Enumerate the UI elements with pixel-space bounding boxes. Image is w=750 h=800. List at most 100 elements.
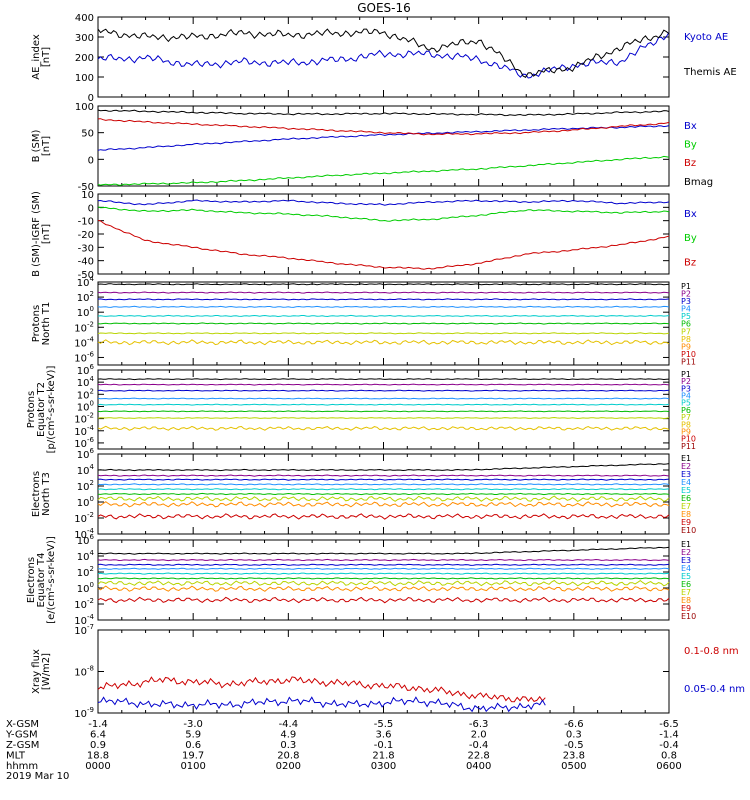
y-tick-label: 104: [77, 463, 95, 477]
y-tick-label: -40: [78, 257, 94, 268]
orbit-cell: 0.3: [566, 730, 582, 741]
legend-entry: P2: [681, 290, 691, 299]
plot-frame: [97, 539, 670, 621]
series-line: [97, 577, 670, 580]
orbit-cell: 23.8: [563, 751, 585, 762]
legend-entry: P7: [681, 413, 691, 422]
legend-entry: E6: [681, 580, 691, 589]
y-tick-label: 0: [88, 203, 94, 214]
y-axis-label: [W/m2]: [41, 653, 52, 690]
series-line: [97, 488, 670, 491]
legend-entry: E4: [681, 478, 691, 487]
series-line: [97, 219, 670, 270]
series-line: [97, 563, 670, 566]
series-line: [97, 155, 670, 186]
y-tick-label: -30: [78, 243, 94, 254]
y-tick-label: 104: [77, 375, 95, 389]
y-tick-label: 104: [77, 549, 95, 563]
plot-frame: [97, 629, 670, 714]
legend-entry: E10: [681, 612, 696, 621]
series-line: [97, 332, 670, 335]
orbit-row-label: MLT: [6, 751, 26, 762]
series-line: [97, 32, 670, 79]
legend-entry: P10: [681, 350, 696, 359]
legend-entry: By: [684, 140, 697, 151]
plot-frame: [97, 369, 670, 450]
y-axis-label: Electrons: [26, 557, 37, 603]
orbit-cell: 22.8: [468, 751, 490, 762]
series-line: [97, 291, 670, 294]
y-tick-label: 50: [81, 129, 94, 140]
y-tick-label: 10-2: [74, 597, 94, 611]
date-label: 2019 Mar 10: [6, 771, 69, 782]
orbit-cell: -5.5: [374, 719, 394, 730]
legend-entry: Bz: [684, 257, 696, 268]
orbit-cell: 0000: [85, 761, 110, 772]
y-tick-label: 102: [77, 479, 94, 493]
legend-entry: E1: [681, 454, 691, 463]
y-tick-label: 10-4: [74, 335, 94, 349]
y-tick-label: 0: [88, 155, 94, 166]
series-line: [97, 410, 670, 413]
orbit-cell: 2.0: [471, 730, 487, 741]
y-tick-label: 10-9: [74, 706, 94, 720]
legend-entry: E4: [681, 564, 691, 573]
y-tick-label: -20: [78, 230, 94, 241]
y-tick-label: -50: [78, 270, 94, 281]
y-tick-label: 104: [77, 275, 95, 289]
series-line: [97, 596, 670, 604]
y-axis-label: Equator T2: [36, 382, 47, 437]
legend-entry: 0.1-0.8 nm: [684, 646, 739, 657]
legend-entry: Bx: [684, 121, 697, 132]
series-line: [97, 579, 670, 587]
legend-entry: 0.05-0.4 nm: [684, 684, 745, 695]
legend-entry: P2: [681, 377, 691, 386]
y-axis-label: [nT]: [41, 47, 52, 67]
y-tick-label: 10-2: [74, 412, 94, 426]
legend-entry: P1: [681, 282, 691, 291]
orbit-cell: 18.8: [87, 751, 109, 762]
y-tick-label: 106: [77, 447, 95, 461]
y-axis-label: Protons: [31, 305, 42, 342]
panel-3: -50 -40 -30 -20 -10 0 10 B (SM)-IGRF (SM) [nT] Bx…: [31, 190, 697, 281]
series-line: [97, 118, 670, 136]
orbit-cell: 0100: [180, 761, 205, 772]
legend-entry: Kyoto AE: [684, 32, 728, 43]
orbit-cell: -4.4: [279, 719, 299, 730]
y-axis-label: Equator T4: [36, 553, 47, 608]
y-tick-label: 106: [77, 533, 95, 547]
legend-entry: P8: [681, 420, 691, 429]
panel-1: 0 100 200 300 400 AE_index [nT] Kyoto AE Themis …: [31, 13, 737, 104]
legend-entry: E7: [681, 502, 691, 511]
series-line: [97, 558, 670, 562]
y-tick-label: 10-8: [74, 665, 94, 679]
y-tick-label: 100: [75, 102, 94, 113]
y-tick-label: 106: [77, 363, 95, 377]
series-line: [97, 676, 546, 703]
legend-entry: Bz: [684, 158, 696, 169]
orbit-cell: -0.5: [564, 740, 584, 751]
series-line: [97, 478, 670, 481]
legend-entry: P11: [681, 442, 696, 451]
y-axis-label: North T1: [41, 302, 52, 346]
series-line: [97, 546, 670, 555]
series-line: [97, 492, 670, 496]
legend-entry: P6: [681, 320, 691, 329]
orbit-cell: 0.9: [90, 740, 106, 751]
orbit-cell: 3.6: [376, 730, 392, 741]
legend-entry: Themis AE: [683, 67, 737, 78]
legend-entry: E9: [681, 518, 691, 527]
plot-frame: [97, 16, 670, 98]
orbit-cell: -0.4: [659, 740, 679, 751]
series-line: [97, 416, 670, 420]
y-axis-label: [e/(cm²-s-sr-keV)]: [46, 536, 57, 624]
orbit-cell: 21.8: [372, 751, 394, 762]
legend-entry: P3: [681, 297, 691, 306]
y-tick-label: 102: [77, 387, 94, 401]
series-line: [97, 28, 670, 78]
panel-7: 106 104 102 100 10-2 10-4 Electrons Equator T4[…: [26, 533, 696, 627]
legend-entry: P11: [681, 357, 696, 366]
y-tick-label: 100: [77, 581, 94, 595]
